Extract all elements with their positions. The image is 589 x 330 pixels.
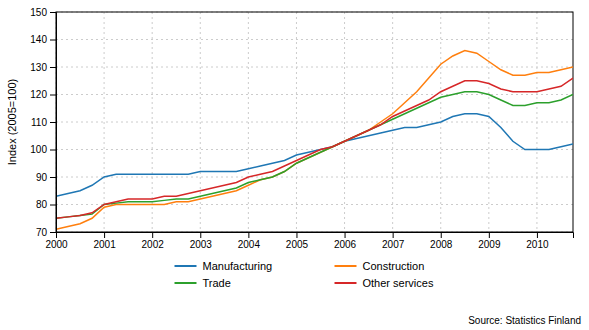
tick-label: 2008 bbox=[430, 239, 453, 250]
tick: 2000 bbox=[45, 232, 68, 250]
tick: 150 bbox=[30, 7, 56, 18]
tick-mark bbox=[248, 232, 249, 238]
tick-mark bbox=[296, 232, 297, 238]
tick: 2008 bbox=[430, 232, 453, 250]
tick-mark bbox=[152, 232, 153, 238]
legend: Manufacturing Construction Trade Other serv… bbox=[175, 260, 434, 289]
grid-line bbox=[56, 39, 573, 40]
x-axis: 2000 2001 2002 2003 2004 2005 2006 2007 2008 2009… bbox=[45, 232, 573, 250]
tick-label: 130 bbox=[30, 62, 47, 73]
tick-label: 90 bbox=[36, 172, 48, 183]
plot: 2000 2001 2002 2003 2004 2005 2006 2007 2008 2009… bbox=[6, 7, 574, 250]
plot-frame bbox=[56, 12, 573, 232]
tick-label: 2000 bbox=[45, 239, 68, 250]
legend-swatch bbox=[175, 282, 197, 284]
tick-mark bbox=[50, 67, 56, 68]
lines bbox=[56, 51, 573, 230]
tick-label: 2003 bbox=[190, 239, 213, 250]
tick: 2002 bbox=[142, 232, 165, 250]
series-line bbox=[56, 78, 573, 218]
tick: 2003 bbox=[190, 232, 213, 250]
tick-label: 2001 bbox=[93, 239, 116, 250]
tick: 2005 bbox=[286, 232, 309, 250]
tick-mark bbox=[50, 150, 56, 151]
tick-mark bbox=[50, 232, 56, 233]
tick: 110 bbox=[31, 117, 56, 128]
tick: 2004 bbox=[238, 232, 261, 250]
axis-line bbox=[50, 13, 57, 233]
tick-label: 2002 bbox=[142, 239, 165, 250]
grid-line bbox=[536, 12, 537, 232]
legend-item: Manufacturing bbox=[175, 260, 273, 272]
tick-label: 2007 bbox=[382, 239, 405, 250]
tick-mark bbox=[200, 232, 201, 238]
grid-line bbox=[344, 12, 345, 232]
tick-mark bbox=[441, 232, 442, 238]
legend-label: Trade bbox=[203, 277, 231, 289]
grid bbox=[56, 12, 573, 232]
legend-label: Manufacturing bbox=[203, 260, 273, 272]
tick: 120 bbox=[30, 89, 56, 100]
legend-swatch bbox=[335, 282, 357, 284]
tick: 2007 bbox=[382, 232, 405, 250]
legend-item: Construction bbox=[335, 260, 425, 272]
tick-mark bbox=[537, 232, 538, 238]
legend-swatch bbox=[335, 265, 357, 267]
tick-mark bbox=[50, 177, 56, 178]
tick-mark bbox=[104, 232, 105, 238]
grid-line bbox=[488, 12, 489, 232]
legend-item: Other services bbox=[335, 277, 434, 289]
grid-line bbox=[392, 12, 393, 232]
legend-label: Construction bbox=[363, 260, 425, 272]
tick-label: 100 bbox=[30, 144, 47, 155]
annotation: Source: Statistics Finland bbox=[468, 315, 581, 326]
tick-label: 2005 bbox=[286, 239, 309, 250]
tick: 80 bbox=[36, 199, 56, 210]
legend-label: Other services bbox=[363, 277, 434, 289]
axis-line bbox=[57, 233, 574, 239]
tick-label: 2009 bbox=[478, 239, 501, 250]
grid-line bbox=[56, 149, 573, 150]
grid-line bbox=[104, 12, 105, 232]
tick: 140 bbox=[30, 34, 56, 45]
grid-line bbox=[296, 12, 297, 232]
tick: 130 bbox=[30, 62, 56, 73]
tick: 100 bbox=[30, 144, 56, 155]
tick-label: 150 bbox=[30, 7, 47, 18]
tick-label: 2006 bbox=[334, 239, 357, 250]
legend-swatch bbox=[175, 265, 197, 267]
series-line bbox=[56, 51, 573, 230]
grid-line bbox=[248, 12, 249, 232]
tick-mark bbox=[489, 232, 490, 238]
tick-mark bbox=[50, 205, 56, 206]
tick: 2009 bbox=[478, 232, 501, 250]
tick-label: 70 bbox=[36, 227, 48, 238]
grid-line bbox=[56, 177, 573, 178]
tick: 2010 bbox=[526, 232, 549, 250]
y-axis: 70 80 90 100 110 120 130 140 150 bbox=[30, 7, 56, 238]
tick-mark bbox=[50, 95, 56, 96]
tick-mark bbox=[50, 12, 56, 13]
tick-mark bbox=[50, 122, 56, 123]
y-axis-label: Index (2005=100) bbox=[6, 79, 18, 166]
tick-mark bbox=[50, 40, 56, 41]
tick-mark bbox=[345, 232, 346, 238]
grid-line bbox=[56, 94, 573, 95]
legend-item: Trade bbox=[175, 277, 231, 289]
tick-label: 110 bbox=[31, 117, 47, 128]
tick-label: 120 bbox=[30, 89, 47, 100]
tick-label: 2004 bbox=[238, 239, 261, 250]
chart: 2000 2001 2002 2003 2004 2005 2006 2007 2008 2009… bbox=[0, 0, 589, 330]
tick-label: 140 bbox=[30, 34, 47, 45]
tick: 70 bbox=[36, 227, 56, 238]
tick: 2001 bbox=[93, 232, 116, 250]
tick-mark bbox=[393, 232, 394, 238]
tick: 90 bbox=[36, 172, 56, 183]
tick-label: 2010 bbox=[526, 239, 549, 250]
tick-label: 80 bbox=[36, 199, 48, 210]
tick: 2006 bbox=[334, 232, 357, 250]
